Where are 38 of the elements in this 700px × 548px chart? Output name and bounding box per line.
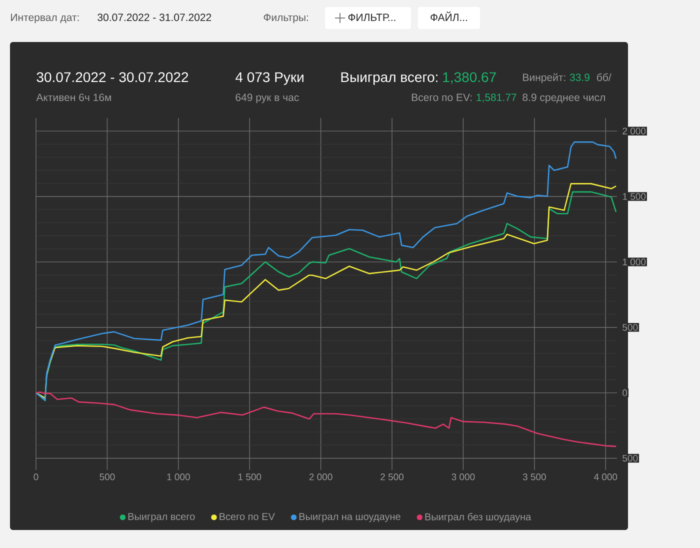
- chart-subtitle: Активен 6ч 16м: [36, 94, 112, 102]
- chart-title: 30.07.2022 - 30.07.2022: [36, 72, 188, 82]
- text: ФИЛЬТР...: [348, 14, 396, 22]
- text: 1,581.77: [476, 94, 516, 102]
- text: 8.9 среднее числ: [522, 94, 605, 104]
- line-series: [35, 391, 617, 448]
- text: Фильтры:: [264, 14, 308, 24]
- text: Винрейт:: [523, 73, 566, 84]
- x-tick-label: 2 000: [309, 474, 332, 480]
- text: 4 073 Руки: [236, 72, 304, 85]
- x-tick-label: 4 000: [594, 474, 618, 480]
- legend-label: Выиграл всего: [128, 513, 195, 522]
- text: 30.07.2022 - 31.07.2022: [98, 14, 212, 22]
- text: 1,380.67: [443, 72, 496, 84]
- x-tick-label: 1 500: [238, 474, 262, 480]
- legend-label: Выиграл без шоудауна: [425, 512, 532, 522]
- y-tick-label: 2 000: [622, 128, 646, 134]
- text: Интервал дат:: [11, 14, 79, 24]
- text: Выиграл всего:: [341, 72, 438, 85]
- x-tick-label: 1 000: [167, 474, 190, 480]
- text: бб/: [596, 73, 612, 82]
- legend-label: Всего по EV: [220, 513, 275, 520]
- y-tick-label: 1 000: [622, 258, 646, 266]
- y-tick-label: 500: [622, 454, 638, 462]
- text: 649 рук в час: [236, 94, 299, 104]
- text: Всего по EV:: [412, 94, 472, 102]
- x-tick-label: 3 000: [452, 474, 475, 480]
- line-series: [35, 141, 617, 401]
- y-tick-label: 0: [622, 389, 628, 396]
- x-tick-label: 500: [100, 474, 115, 480]
- x-tick-label: 3 500: [522, 474, 546, 480]
- x-tick-label: 2 500: [380, 474, 404, 480]
- text: ФАЙЛ...: [430, 12, 468, 22]
- x-tick-label: 0: [34, 474, 38, 480]
- legend-label: Выиграл на шоудауне: [299, 513, 400, 522]
- text: 33.9: [570, 74, 590, 82]
- y-tick-label: 1 500: [622, 193, 646, 200]
- y-tick-label: 500: [622, 324, 638, 331]
